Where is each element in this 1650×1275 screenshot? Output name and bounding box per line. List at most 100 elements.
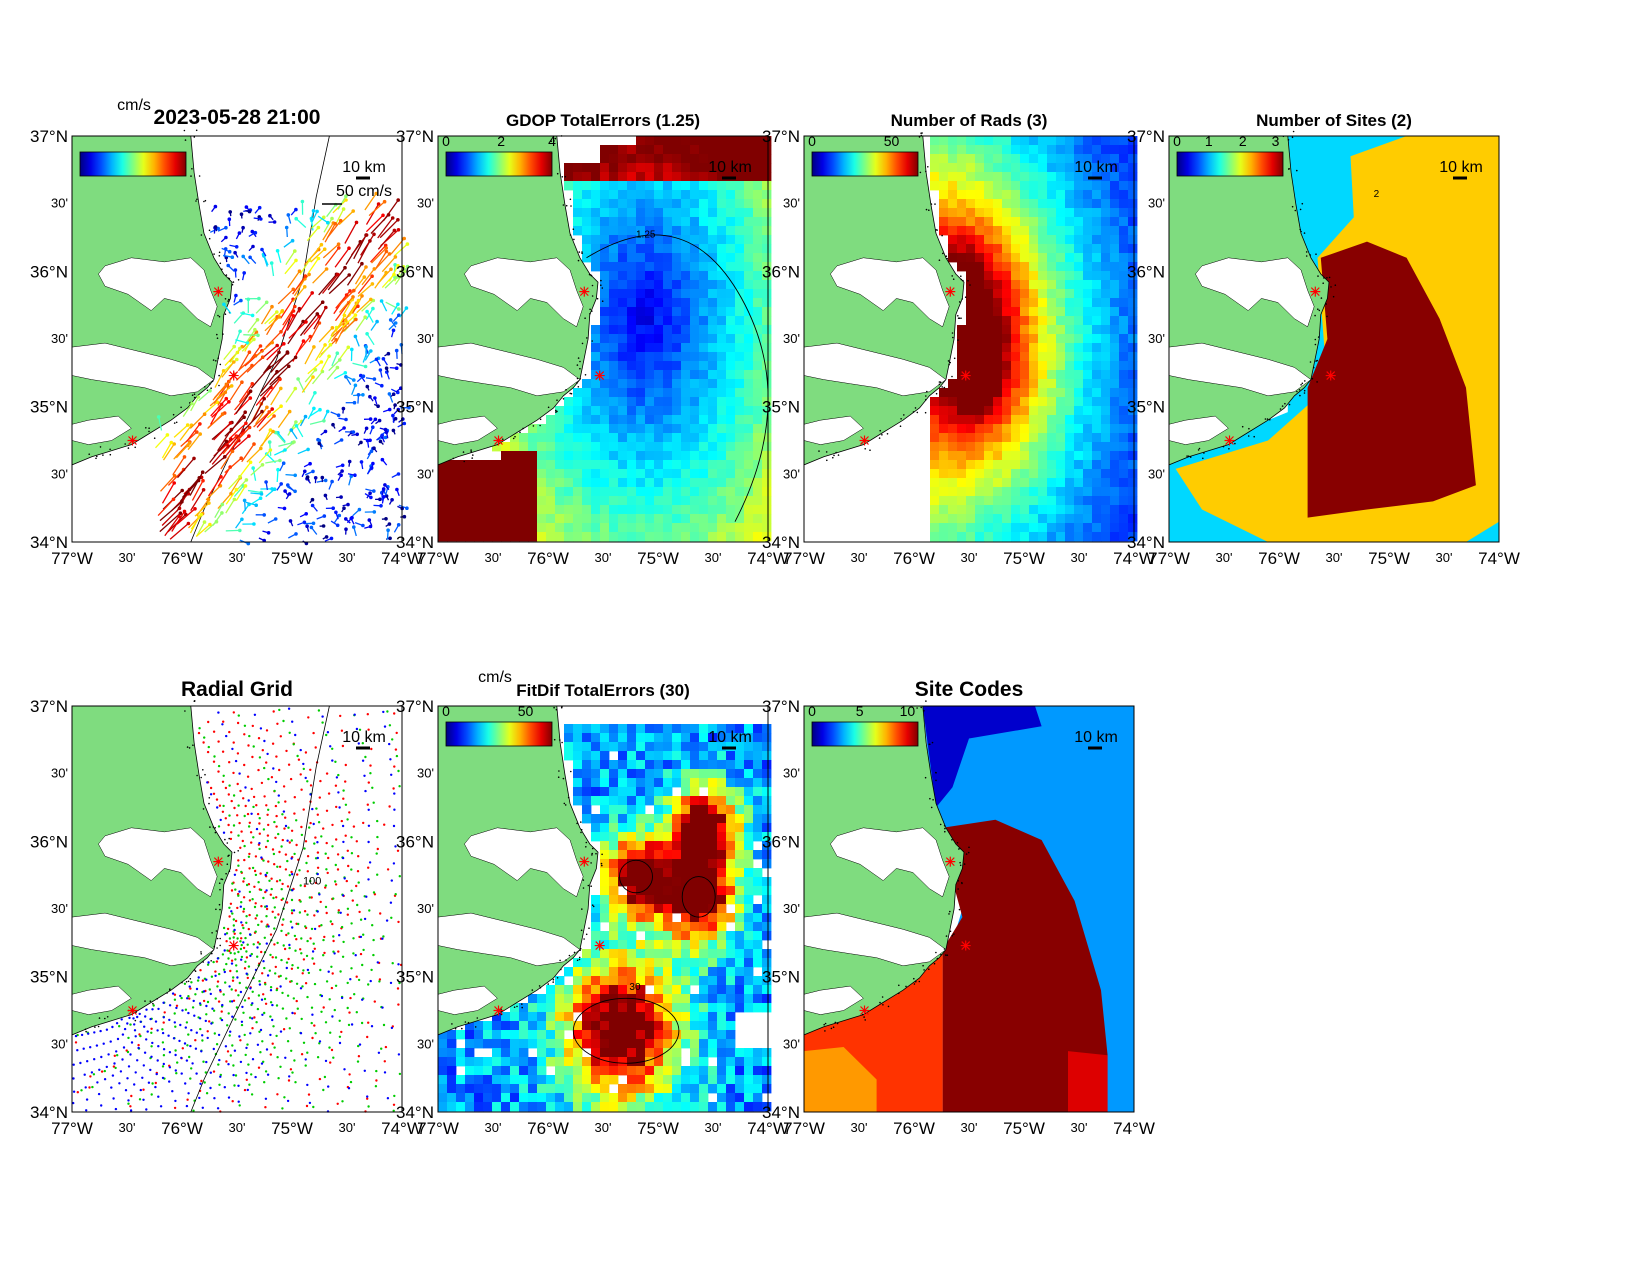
lon-tick-label: 30' — [851, 550, 868, 565]
site-marker — [594, 370, 605, 381]
albemarle-sound — [830, 257, 950, 328]
vector-arrow — [260, 371, 278, 393]
vector-arrow — [255, 301, 268, 314]
isobath-line — [190, 705, 330, 1113]
colorbar — [1176, 151, 1284, 177]
vector-arrow — [190, 489, 205, 511]
vector-arrow — [374, 253, 390, 270]
vector-arrow — [164, 515, 180, 537]
albemarle-sound — [830, 827, 950, 898]
lat-tick-label: 36°N — [30, 262, 68, 281]
vector-arrow — [370, 244, 387, 263]
lon-tick-label: 76°W — [161, 549, 203, 568]
vector-arrow — [335, 290, 351, 309]
colorbar-unit: cm/s — [478, 669, 512, 686]
vector-arrow — [247, 489, 262, 494]
lat-tick-label: 37°N — [396, 697, 434, 716]
vector-arrow — [322, 222, 334, 241]
vector-arrow — [260, 306, 273, 325]
colorbar-unit: cm/s — [117, 97, 151, 114]
vector-arrow — [381, 300, 388, 312]
vector-arrow — [276, 469, 279, 483]
vector-arrow — [230, 435, 250, 453]
lat-tick-label: 35°N — [1127, 398, 1165, 417]
vector-arrow — [217, 493, 232, 510]
vector-arrow — [280, 298, 294, 319]
lat-tick-label: 34°N — [396, 1103, 434, 1122]
axes-frame — [71, 705, 403, 1113]
vector-arrow — [217, 429, 232, 452]
lon-tick-label: 77°W — [783, 549, 825, 568]
vector-arrow — [288, 321, 307, 339]
vector-arrow — [223, 303, 232, 314]
vector-arrow — [274, 449, 286, 456]
lat-tick-label: 30' — [51, 1036, 68, 1051]
vector-arrow — [266, 343, 285, 361]
lat-tick-label: 36°N — [762, 832, 800, 851]
vector-arrow — [161, 507, 180, 526]
vector-arrow — [207, 413, 224, 429]
vector-arrow — [366, 333, 375, 346]
vector-arrow — [269, 365, 290, 386]
vector-arrow — [311, 371, 323, 385]
vector-arrow — [308, 322, 320, 343]
vector-arrow — [255, 386, 272, 406]
vector-arrow — [205, 485, 221, 501]
vector-arrow — [277, 288, 294, 305]
vector-arrow — [162, 443, 175, 461]
current-vectors — [155, 191, 411, 546]
lon-tick-label: 76°W — [1258, 549, 1300, 568]
vector-arrow — [171, 511, 186, 532]
lat-tick-label: 37°N — [30, 127, 68, 146]
vector-arrow — [304, 346, 315, 365]
data-cells — [438, 136, 772, 542]
vector-arrow — [394, 271, 406, 285]
vector-arrow — [303, 301, 324, 323]
lon-tick-label: 30' — [1071, 1120, 1088, 1135]
vector-arrow — [252, 467, 257, 481]
lon-tick-label: 30' — [485, 550, 502, 565]
vector-arrow — [299, 259, 311, 275]
coastline-dots — [823, 700, 970, 1032]
vector-arrow — [295, 425, 304, 438]
lat-tick-label: 36°N — [396, 832, 434, 851]
vector-arrow — [361, 300, 374, 312]
vector-arrow — [250, 497, 261, 506]
lat-tick-label: 36°N — [30, 832, 68, 851]
lat-tick-label: 30' — [1148, 466, 1165, 481]
vector-arrow — [256, 342, 273, 357]
colorbar-tick: 0 — [808, 133, 816, 149]
vector-arrow — [161, 442, 172, 459]
vector-arrow — [352, 362, 366, 368]
lon-tick-label: 30' — [229, 1120, 246, 1135]
lon-tick-label: 74°W — [747, 1119, 789, 1138]
vector-arrow — [258, 449, 271, 464]
site-code-zone — [922, 706, 1042, 808]
vector-arrow — [234, 427, 251, 445]
vector-arrow — [286, 308, 300, 331]
lat-tick-label: 35°N — [30, 968, 68, 987]
scale-bar-label: 10 km — [342, 159, 386, 176]
vector-arrow — [292, 286, 306, 303]
vector-arrow — [207, 476, 222, 497]
vector-arrow — [182, 403, 193, 417]
vector-arrow — [276, 250, 282, 263]
vector-arrow — [350, 234, 368, 256]
vector-arrow — [348, 300, 360, 317]
lat-tick-label: 30' — [51, 466, 68, 481]
vector-arrow — [323, 218, 333, 233]
vector-arrow — [365, 214, 384, 233]
vector-arrow — [189, 516, 200, 534]
vector-arrow — [229, 411, 246, 434]
albemarle-sound — [98, 827, 218, 898]
vector-arrow — [361, 268, 375, 286]
vector-arrow — [313, 307, 327, 330]
vector-arrow — [176, 508, 196, 525]
vector-arrow — [155, 434, 168, 449]
colorbar-tick: 4 — [548, 133, 556, 149]
vector-arrow — [228, 476, 241, 490]
vector-arrow — [327, 267, 346, 291]
vector-arrow — [235, 339, 248, 344]
vector-arrow — [238, 383, 253, 403]
vector-arrow — [377, 229, 395, 250]
